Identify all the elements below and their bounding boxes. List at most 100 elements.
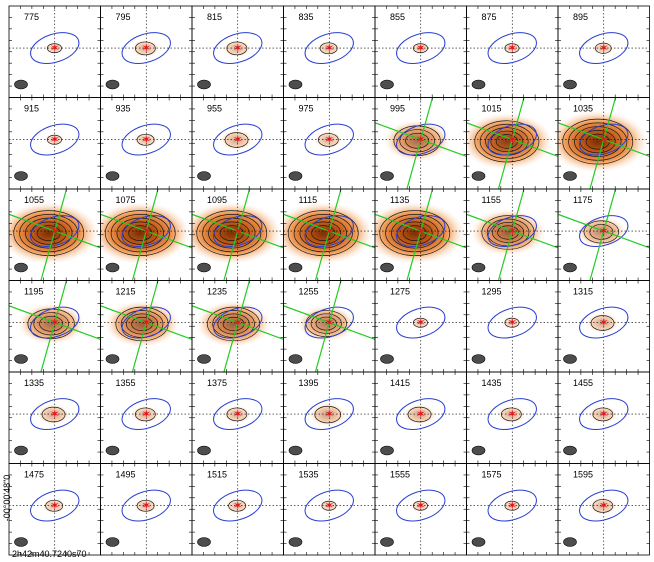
beam-ellipse [380,79,394,90]
contour [134,407,156,422]
nucleus-marker: ✶ [141,224,151,238]
channel-panel: ✶ 1255 [283,280,376,373]
nucleus-marker: ✶ [507,224,517,238]
beam-ellipse [105,354,120,364]
nucleus-marker: ✶ [324,316,334,330]
disk-ellipse [213,398,263,430]
contour [491,222,525,243]
channel-panel: ✶ 975 [283,97,376,190]
x-tick-label: 2h42m40.7240s70 [12,549,87,559]
beam-ellipse [288,79,303,90]
nucleus-marker: ✶ [507,407,517,421]
channel-panel: ✶ 1475 [8,463,101,556]
beam-ellipse [288,262,303,273]
disk-ellipse [121,215,171,247]
beam-ellipse [14,537,28,547]
disk-ellipse [121,306,171,339]
nucleus-marker: ✶ [416,499,426,513]
nucleus-marker: ✶ [141,41,151,55]
beam-ellipse [14,171,28,181]
disk-ellipse [213,32,263,64]
contour [490,130,524,153]
velocity-label: 1075 [116,195,136,205]
channel-panel: ✶ 1095 [191,188,284,281]
nucleus-marker: ✶ [233,499,243,513]
channel-panel: ✶ 1595 [557,463,650,556]
contour [125,313,159,335]
nucleus-marker: ✶ [416,41,426,55]
velocity-label: 895 [573,12,588,22]
velocity-label: 835 [299,12,314,22]
contour [379,210,451,256]
nucleus-marker: ✶ [416,133,426,147]
nucleus-marker: ✶ [50,407,60,421]
disk-ellipse [213,215,263,247]
disk-ellipse [304,398,354,430]
contour [226,41,248,56]
nucleus-marker: ✶ [416,316,426,330]
disk-ellipse [121,489,171,522]
velocity-label: 1595 [573,470,593,480]
disk-ellipse [579,306,629,339]
velocity-label: 775 [24,12,39,22]
channel-panel: ✶ 775 [8,5,101,98]
disk-ellipse [304,123,354,156]
contour [317,133,339,147]
contour [196,210,268,256]
velocity-label: 955 [207,104,222,114]
contour [405,132,430,149]
velocity-label: 1035 [573,104,593,114]
nucleus-marker: ✶ [50,41,60,55]
disk-ellipse [579,489,629,522]
kinematic-minor-axis [131,280,159,372]
velocity-label: 1535 [299,470,319,480]
contour [497,225,519,240]
channel-panel: ✶ 1435 [466,371,559,464]
beam-ellipse [197,445,211,456]
channel-panel: ✶ 955 [191,97,284,190]
beam-ellipse [471,537,486,547]
channel-panel: ✶ 835 [283,5,376,98]
contour [314,405,342,424]
beam-ellipse [14,354,28,364]
nucleus-marker: ✶ [416,407,426,421]
beam-ellipse [288,445,303,456]
contour [500,407,522,422]
contour [131,316,153,332]
nucleus-marker: ✶ [233,316,243,330]
channel-panel: ✶ 1135 [374,188,467,281]
channel-panel: ✶ 1455 [557,371,650,464]
velocity-label: 1095 [207,195,227,205]
velocity-label: 1495 [116,470,136,480]
velocity-label: 1255 [299,287,319,297]
beam-ellipse [14,445,28,456]
beam-ellipse [197,354,211,364]
velocity-label: 915 [24,104,39,114]
velocity-label: 1155 [482,195,501,205]
channel-panel: ✶ 1575 [466,463,559,556]
nucleus-marker: ✶ [50,224,60,238]
kinematic-minor-axis [40,189,68,281]
nucleus-marker: ✶ [507,499,517,513]
channel-panel: ✶ 915 [8,97,101,190]
beam-ellipse [197,171,211,181]
velocity-label: 875 [482,12,497,22]
beam-ellipse [105,79,120,90]
channel-panel: ✶ 1415 [374,371,467,464]
velocity-label: 1415 [390,378,410,388]
channel-panel: ✶ 995 [374,97,467,190]
beam-ellipse [471,79,486,90]
contour [134,41,156,56]
disk-ellipse [213,306,263,339]
contour [39,315,64,332]
channel-panel: ✶ 1295 [466,280,559,373]
nucleus-marker: ✶ [233,133,243,147]
nucleus-marker: ✶ [507,316,517,330]
beam-ellipse [471,262,486,273]
beam-ellipse [288,354,303,364]
beam-ellipse [380,537,394,547]
nucleus-marker: ✶ [141,316,151,330]
velocity-label: 1175 [573,195,592,205]
kinematic-minor-axis [314,280,342,372]
